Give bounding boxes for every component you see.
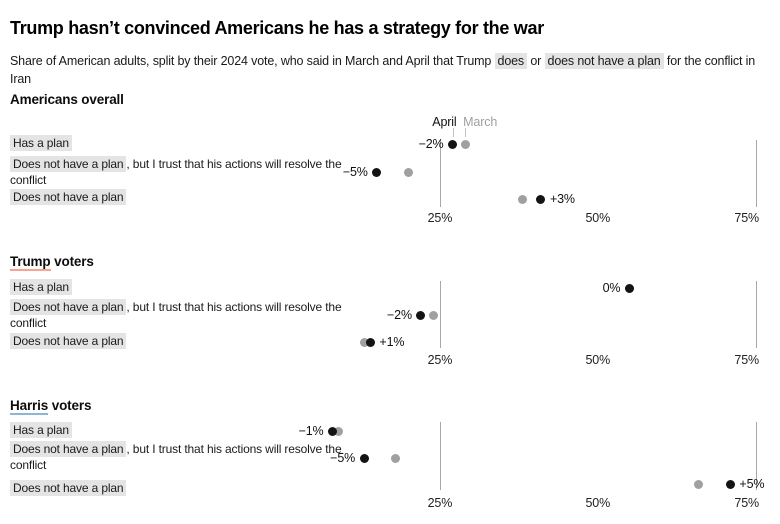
diff-label: −1% xyxy=(298,424,324,438)
row-label: Has a plan xyxy=(10,279,346,296)
april-dot xyxy=(536,194,546,204)
legend-march-label: March xyxy=(463,115,498,129)
row-label-rest: , but I trust that his actions will reso… xyxy=(10,157,342,187)
april-dot xyxy=(328,426,338,436)
row-label-chip: Has a plan xyxy=(10,279,72,295)
axis-tick-label: 25% xyxy=(427,211,453,225)
legend-april-tick xyxy=(452,128,454,137)
axis-tick-label: 25% xyxy=(427,353,453,367)
row-label: Does not have a plan, but I trust that h… xyxy=(10,299,346,331)
row-label-chip: Does not have a plan xyxy=(10,480,127,496)
legend-march-tick xyxy=(465,128,467,137)
march-dot xyxy=(517,194,527,204)
row-label: Does not have a plan, but I trust that h… xyxy=(10,441,346,473)
row-label-rest: , but I trust that his actions will reso… xyxy=(10,300,342,330)
row-label-chip: Has a plan xyxy=(10,135,72,151)
row-label-chip: Does not have a plan xyxy=(10,333,127,349)
axis-tick-label: 75% xyxy=(734,496,759,510)
axis-tick-label: 50% xyxy=(585,353,611,367)
diff-label: +3% xyxy=(549,192,575,206)
april-dot xyxy=(359,453,369,463)
section-heading: Americans overall xyxy=(10,92,124,107)
march-dot xyxy=(403,167,413,177)
diff-label: −2% xyxy=(418,137,444,151)
diff-label: +5% xyxy=(739,477,765,491)
section-heading-underlined-text: Trump xyxy=(10,254,51,271)
gridline-75pct xyxy=(755,140,757,207)
row-label-chip: Does not have a plan xyxy=(10,189,127,205)
section-heading-text: voters xyxy=(50,254,94,269)
row-label: Has a plan xyxy=(10,135,346,152)
chart-title: Trump hasn’t convinced Americans he has … xyxy=(10,18,544,39)
chart-subtitle: Share of American adults, split by their… xyxy=(10,52,760,88)
diff-label: −2% xyxy=(387,308,412,322)
april-dot xyxy=(365,337,375,347)
gridline-75pct xyxy=(755,281,757,348)
diff-label: −5% xyxy=(342,165,368,179)
diff-label: +1% xyxy=(379,335,405,349)
subtitle-text: Share of American adults, split by their… xyxy=(10,53,495,68)
row-label-rest: , but I trust that his actions will reso… xyxy=(10,442,342,472)
subtitle-text: or xyxy=(527,53,545,68)
axis-tick-label: 75% xyxy=(734,353,759,367)
diff-label: −5% xyxy=(330,451,356,465)
march-dot xyxy=(460,139,470,149)
march-dot xyxy=(391,453,401,463)
march-dot xyxy=(694,479,704,489)
row-label-chip: Does not have a plan xyxy=(10,299,127,315)
april-dot xyxy=(372,167,382,177)
row-label: Does not have a plan xyxy=(10,480,346,497)
april-dot xyxy=(416,310,426,320)
section-heading-text: voters xyxy=(48,398,92,413)
gridline-25pct xyxy=(439,422,441,490)
april-dot xyxy=(725,479,735,489)
april-dot xyxy=(624,283,634,293)
row-label: Has a plan xyxy=(10,422,346,439)
row-label: Does not have a plan xyxy=(10,189,346,206)
row-label: Does not have a plan, but I trust that h… xyxy=(10,156,346,188)
gridline-75pct xyxy=(755,422,757,490)
row-label: Does not have a plan xyxy=(10,333,346,350)
section-heading: Trump voters xyxy=(10,254,94,271)
axis-tick-label: 50% xyxy=(585,496,611,510)
axis-tick-label: 25% xyxy=(427,496,453,510)
gridline-25pct xyxy=(439,281,441,348)
row-label-chip: Has a plan xyxy=(10,422,72,438)
april-dot xyxy=(448,139,458,149)
legend-april-label: April xyxy=(432,115,457,129)
subtitle-highlight: does not have a plan xyxy=(544,52,664,69)
march-dot xyxy=(429,310,439,320)
axis-tick-label: 75% xyxy=(734,211,759,225)
gridline-25pct xyxy=(439,140,441,207)
diff-label: 0% xyxy=(602,281,621,295)
section-heading: Harris voters xyxy=(10,398,92,415)
subtitle-highlight: does xyxy=(494,52,528,69)
march-dot xyxy=(334,426,344,436)
section-heading-underlined-text: Harris xyxy=(10,398,49,415)
march-dot xyxy=(359,337,369,347)
axis-tick-label: 50% xyxy=(585,211,611,225)
row-label-chip: Does not have a plan xyxy=(10,441,127,457)
section-heading-text: Americans overall xyxy=(10,92,124,107)
subtitle-text: for the conflict in Iran xyxy=(10,53,756,86)
row-label-chip: Does not have a plan xyxy=(10,156,127,172)
